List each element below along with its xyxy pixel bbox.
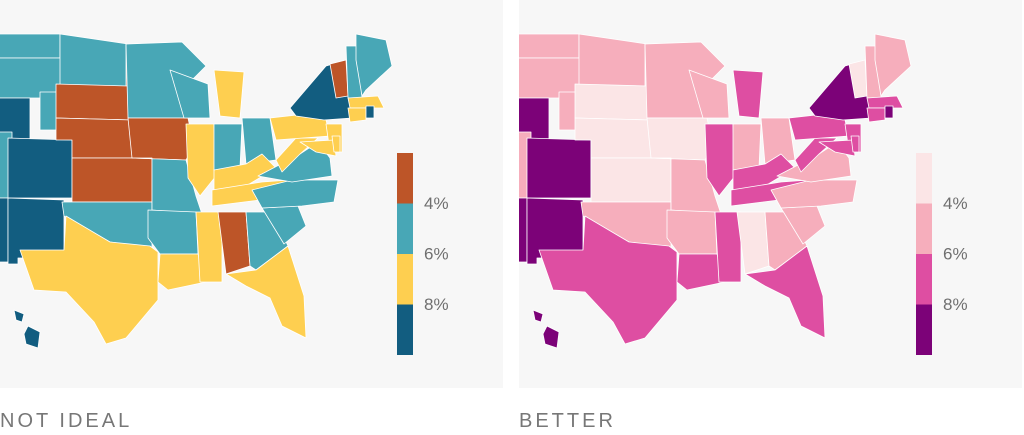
state-la — [676, 253, 726, 291]
legend-swatch-3 — [916, 254, 932, 305]
state-hi — [13, 309, 41, 349]
state-co — [526, 137, 592, 199]
state-nm — [7, 197, 65, 265]
legend-label-3: 8% — [943, 295, 968, 314]
legend-swatch-1 — [397, 153, 413, 204]
state-fl — [225, 245, 307, 339]
state-az — [519, 197, 528, 263]
state-fl — [744, 245, 826, 339]
legend-swatch-4 — [916, 304, 932, 355]
state-il — [704, 123, 736, 197]
legend-swatch-3 — [397, 254, 413, 305]
legend-label-1: 4% — [943, 194, 968, 213]
state-de — [331, 135, 341, 153]
state-ia — [127, 117, 195, 161]
legend-swatch-1 — [916, 153, 932, 204]
legend-swatch-2 — [916, 203, 932, 254]
state-sd — [574, 83, 650, 121]
state-ma — [347, 95, 385, 109]
state-la — [157, 253, 207, 291]
state-ks — [590, 157, 672, 203]
state-ms — [195, 211, 223, 283]
map-legend: 4% 6% 8% — [397, 153, 449, 355]
state-co — [7, 137, 73, 199]
caption-better: BETTER — [519, 410, 616, 432]
state-me — [874, 33, 912, 97]
state-mi — [732, 69, 764, 119]
state-in — [213, 123, 243, 171]
state-ar — [666, 209, 718, 255]
state-tx — [19, 215, 159, 345]
state-md — [299, 139, 337, 157]
map-panel-not-ideal: 4% 6% 8% — [0, 0, 503, 388]
legend-label-3: 8% — [424, 295, 449, 314]
state-me — [355, 33, 393, 97]
choropleth-map-better: 4% 6% 8% — [519, 33, 968, 355]
state-al — [217, 211, 251, 275]
state-md — [818, 139, 856, 157]
state-in — [732, 123, 762, 171]
state-ms — [714, 211, 742, 283]
state-hi — [532, 309, 560, 349]
state-il — [185, 123, 217, 197]
map-legend: 4% 6% 8% — [916, 153, 968, 355]
state-ks — [71, 157, 153, 203]
state-ar — [147, 209, 199, 255]
state-ri — [365, 105, 375, 119]
state-de — [850, 135, 860, 153]
state-wa — [0, 33, 61, 59]
state-tx — [538, 215, 678, 345]
state-wi — [169, 69, 211, 119]
state-ri — [884, 105, 894, 119]
state-wi — [688, 69, 730, 119]
state-ma — [866, 95, 904, 109]
state-ia — [646, 117, 714, 161]
legend-swatch-2 — [397, 203, 413, 254]
state-shapes — [0, 33, 393, 349]
state-az — [0, 197, 9, 263]
state-sd — [55, 83, 131, 121]
legend-label-2: 6% — [943, 245, 968, 264]
state-ct — [866, 107, 886, 123]
state-shapes — [519, 33, 912, 349]
state-ct — [347, 107, 367, 123]
state-wa — [519, 33, 580, 59]
state-nm — [526, 197, 584, 265]
state-al — [736, 211, 770, 275]
caption-not-ideal: NOT IDEAL — [0, 410, 133, 432]
map-panel-better: 4% 6% 8% — [519, 0, 1022, 388]
choropleth-map-not-ideal: 4% 6% 8% — [0, 33, 449, 355]
legend-label-2: 6% — [424, 245, 449, 264]
state-mi — [213, 69, 245, 119]
legend-label-1: 4% — [424, 194, 449, 213]
legend-swatch-4 — [397, 304, 413, 355]
